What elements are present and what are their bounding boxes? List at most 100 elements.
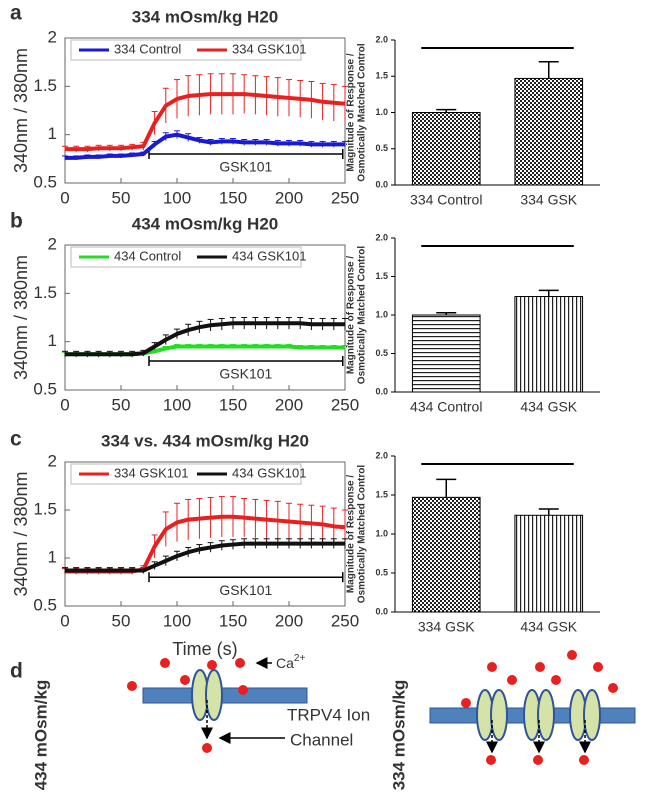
x-tick-label: 0: [60, 611, 69, 630]
x-tick-label: 334 GSK: [418, 619, 475, 635]
y-tick-label: 1.0: [375, 309, 388, 319]
x-tick-label: 0: [60, 188, 69, 207]
channel-label: Channel: [290, 730, 353, 749]
y-tick-label: 1.5: [33, 76, 57, 95]
x-tick-label: 334 Control: [410, 192, 482, 208]
bar: [411, 314, 481, 393]
y-tick-label: 1.5: [375, 71, 388, 81]
x-tick-label: 50: [112, 611, 131, 630]
y-axis-label: Magnitude of Response /: [346, 475, 357, 594]
y-tick-label: 0.0: [375, 179, 388, 189]
bar: [514, 77, 584, 186]
y-tick-label: 1.5: [33, 499, 57, 518]
bar: [514, 296, 584, 393]
y-tick-label: 2: [48, 234, 57, 253]
chart-title: 334 mOsm/kg H20: [132, 7, 278, 26]
ion: Ca: [276, 655, 294, 671]
plot-frame: [64, 244, 346, 391]
legend-label: 434 Control: [114, 248, 181, 263]
chart-title: 434 mOsm/kg H20: [132, 214, 278, 233]
y-tick-label: 0.5: [33, 172, 57, 191]
y-tick-label: 0.0: [375, 606, 388, 616]
right-label: 334 mOsm/kg: [389, 680, 408, 791]
y-axis-label: 340nm / 380nm: [11, 48, 31, 173]
bar: [411, 496, 481, 613]
annotation-text: GSK101: [219, 159, 272, 175]
panel-label: c: [10, 428, 22, 451]
membrane: [142, 687, 308, 704]
legend-box: [70, 39, 302, 61]
x-tick-label: 100: [163, 395, 191, 414]
diagram: 434 mOsm/kg 334 mOsm/kg Ca2+ TRPV: [31, 650, 636, 791]
x-tick-label: 100: [163, 188, 191, 207]
x-tick-label: 250: [331, 395, 359, 414]
legend-label: 334 GSK101: [114, 465, 188, 480]
y-axis-label: 340nm / 380nm: [11, 471, 31, 596]
x-tick-label: 50: [112, 188, 131, 207]
ion-label: Ca2+: [276, 653, 305, 671]
y-tick-label: 1: [48, 331, 57, 350]
channel-label: TRPV4 Ion: [287, 705, 370, 724]
bar: [411, 112, 481, 186]
panel-label: d: [10, 660, 23, 683]
channels: [191, 669, 601, 741]
y-tick-label: 0.5: [375, 143, 388, 153]
legend-label: 434 GSK101: [232, 248, 306, 263]
x-tick-label: 250: [331, 611, 359, 630]
x-tick-label: 150: [219, 395, 247, 414]
series-line: [65, 132, 345, 160]
y-axis-label: Osmotically Matched Control: [357, 246, 368, 385]
series-line: [65, 541, 345, 573]
ion-charge: 2+: [294, 653, 306, 664]
y-tick-label: 0.5: [33, 379, 57, 398]
y-tick-label: 1.5: [375, 271, 388, 281]
x-tick-label: 200: [275, 188, 303, 207]
annotation-text: GSK101: [219, 582, 272, 598]
legend-box: [70, 246, 302, 268]
y-tick-label: 1.0: [375, 528, 388, 538]
y-tick-label: 2: [48, 27, 57, 46]
y-tick-label: 1.5: [375, 489, 388, 499]
x-tick-label: 434 Control: [410, 399, 482, 415]
y-axis-label: Magnitude of Response /: [346, 256, 357, 375]
y-axis-label: Osmotically Matched Control: [357, 465, 368, 604]
legend-label: 434 GSK101: [232, 465, 306, 480]
panel-label: b: [10, 210, 23, 233]
left-label: 434 mOsm/kg: [31, 680, 50, 791]
legend-box: [70, 463, 302, 485]
x-tick-label: 150: [219, 188, 247, 207]
y-axis-label: Osmotically Matched Control: [357, 43, 368, 182]
x-tick-label: 150: [219, 611, 247, 630]
x-tick-label: 100: [163, 611, 191, 630]
y-axis-label: Magnitude of Response /: [346, 53, 357, 172]
legend-label: 334 GSK101: [232, 41, 306, 56]
y-tick-label: 1: [48, 547, 57, 566]
y-tick-label: 1.5: [33, 283, 57, 302]
x-tick-label: 434 GSK: [520, 619, 577, 635]
y-tick-label: 1.0: [375, 107, 388, 117]
series-line: [65, 92, 346, 152]
legend-label: 334 Control: [114, 41, 181, 56]
x-tick-label: 250: [331, 188, 359, 207]
y-tick-label: 0.5: [375, 567, 388, 577]
bar: [514, 514, 584, 613]
chart-title: 334 vs. 434 mOsm/kg H20: [101, 431, 309, 450]
annotation-text: GSK101: [219, 366, 272, 382]
y-tick-label: 2.0: [375, 34, 388, 44]
series-line: [65, 321, 345, 357]
y-tick-label: 0.5: [375, 348, 388, 358]
y-axis-label: 340nm / 380nm: [11, 255, 31, 380]
panel-label: a: [10, 2, 22, 25]
y-tick-label: 2: [48, 451, 57, 470]
x-tick-label: 434 GSK: [520, 399, 577, 415]
y-tick-label: 2.0: [375, 450, 388, 460]
x-tick-label: 200: [275, 395, 303, 414]
y-tick-label: 0.0: [375, 386, 388, 396]
x-tick-label: 50: [112, 395, 131, 414]
y-tick-label: 0.5: [33, 595, 57, 614]
x-tick-label: 0: [60, 395, 69, 414]
x-tick-label: 200: [275, 611, 303, 630]
flux-arrows: [201, 700, 591, 754]
y-tick-label: 2.0: [375, 232, 388, 242]
